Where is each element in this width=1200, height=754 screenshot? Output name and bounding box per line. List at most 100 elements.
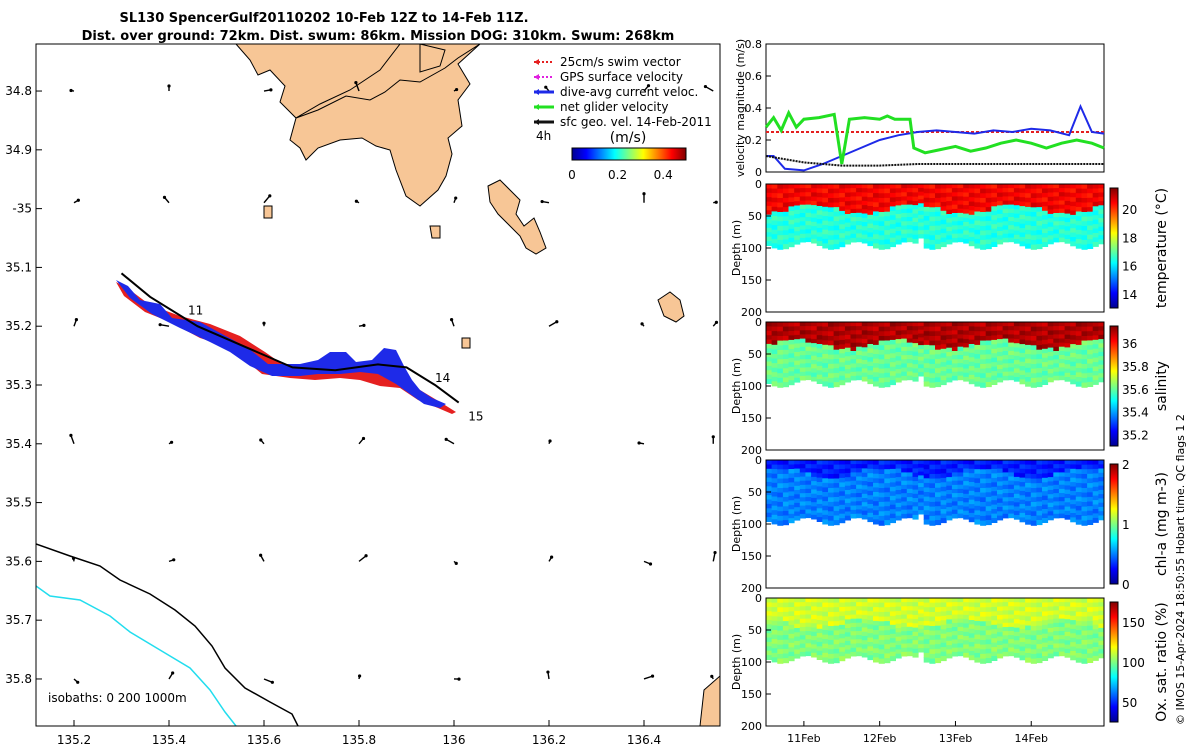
section-cell — [974, 492, 980, 497]
map-x-tick-label: 136.4 — [627, 733, 661, 747]
section-cell — [811, 335, 817, 340]
section-cell — [974, 327, 980, 332]
section-cell — [1042, 322, 1048, 327]
section-cell — [890, 514, 896, 519]
section-cell — [986, 644, 992, 649]
section-cell — [941, 358, 947, 363]
section-cell — [1042, 625, 1048, 630]
section-cell — [997, 188, 1003, 193]
section-cell — [1014, 218, 1020, 223]
section-cell — [1031, 345, 1037, 350]
section-cell — [1087, 368, 1093, 373]
section-cell — [805, 326, 811, 331]
section-cell — [929, 474, 935, 479]
section-cell — [772, 202, 778, 207]
section-cell — [845, 619, 851, 624]
section-cell — [974, 497, 980, 502]
section-cell — [1070, 473, 1076, 478]
section-cell — [879, 369, 885, 374]
section-cell — [1008, 610, 1014, 615]
section-cell — [918, 372, 924, 376]
section-cell — [1065, 326, 1071, 331]
section-cell — [952, 209, 958, 214]
section-cell — [1008, 505, 1014, 510]
section-cell — [952, 619, 958, 624]
section-cell — [1082, 479, 1088, 484]
section-cell — [991, 620, 997, 625]
section-cell — [1014, 469, 1020, 474]
section-cell — [1014, 369, 1020, 374]
section-cell — [907, 489, 913, 494]
section-cell — [867, 184, 873, 189]
section-cell — [851, 598, 857, 603]
section-cell — [1076, 212, 1082, 217]
section-cell — [828, 373, 834, 378]
section-cell — [789, 322, 795, 327]
velocity-y-label: velocity magnitude (m/s) — [734, 39, 747, 177]
section-cell — [941, 634, 947, 639]
section-cell — [1042, 611, 1048, 616]
section-cell — [1036, 465, 1042, 470]
section-cell — [974, 202, 980, 207]
section-cell — [1053, 460, 1059, 465]
section-cell — [1053, 631, 1059, 636]
section-cell — [783, 603, 789, 608]
section-cell — [867, 215, 873, 220]
section-cell — [890, 229, 896, 234]
section-cell — [1003, 489, 1009, 494]
section-cell — [963, 222, 969, 227]
land-islet-4 — [462, 338, 470, 348]
section-cell — [918, 326, 924, 330]
section-cell — [1048, 473, 1054, 478]
section-cell — [1048, 615, 1054, 620]
section-cell — [901, 213, 907, 218]
section-cell — [851, 464, 857, 469]
section-cell — [935, 653, 941, 658]
section-cell — [851, 514, 857, 519]
section-cell — [913, 201, 919, 206]
section-cell — [963, 507, 969, 512]
section-cell — [772, 331, 778, 336]
section-cell — [1042, 607, 1048, 612]
section-cell — [1014, 335, 1020, 340]
section-cell — [851, 627, 857, 632]
section-cell — [862, 606, 868, 611]
section-cell — [834, 189, 840, 194]
section-cell — [896, 348, 902, 353]
section-cell — [1042, 478, 1048, 483]
section-cell — [969, 469, 975, 474]
section-cell — [1025, 460, 1031, 465]
section-cell — [867, 482, 873, 487]
section-cell — [851, 615, 857, 620]
section-cell — [974, 221, 980, 226]
section-cell — [783, 184, 789, 189]
section-cell — [963, 326, 969, 331]
section-cell — [952, 322, 958, 327]
section-cell — [935, 644, 941, 649]
section-cell — [991, 349, 997, 354]
section-cell — [1070, 322, 1076, 327]
section-cell — [958, 464, 964, 469]
section-cell — [1031, 465, 1037, 470]
section-cell — [918, 203, 924, 207]
section-cell — [913, 347, 919, 352]
section-cell — [1036, 244, 1042, 249]
section-cell — [867, 344, 873, 349]
section-cell — [1065, 477, 1071, 482]
section-cell — [822, 193, 828, 198]
section-cell — [918, 479, 924, 483]
section-cell — [867, 331, 873, 336]
section-cell — [834, 640, 840, 645]
section-cell — [1048, 360, 1054, 365]
section-cell — [1053, 639, 1059, 644]
section-cell — [834, 603, 840, 608]
map-y-tick-label: 34.8 — [5, 84, 32, 98]
section-cell — [901, 209, 907, 214]
section-cell — [1053, 326, 1059, 331]
section-cell — [873, 644, 879, 649]
section-cell — [1087, 640, 1093, 645]
section-cell — [918, 184, 924, 188]
section-cell — [924, 478, 930, 483]
section-cell — [845, 352, 851, 357]
section-cell — [772, 234, 778, 239]
